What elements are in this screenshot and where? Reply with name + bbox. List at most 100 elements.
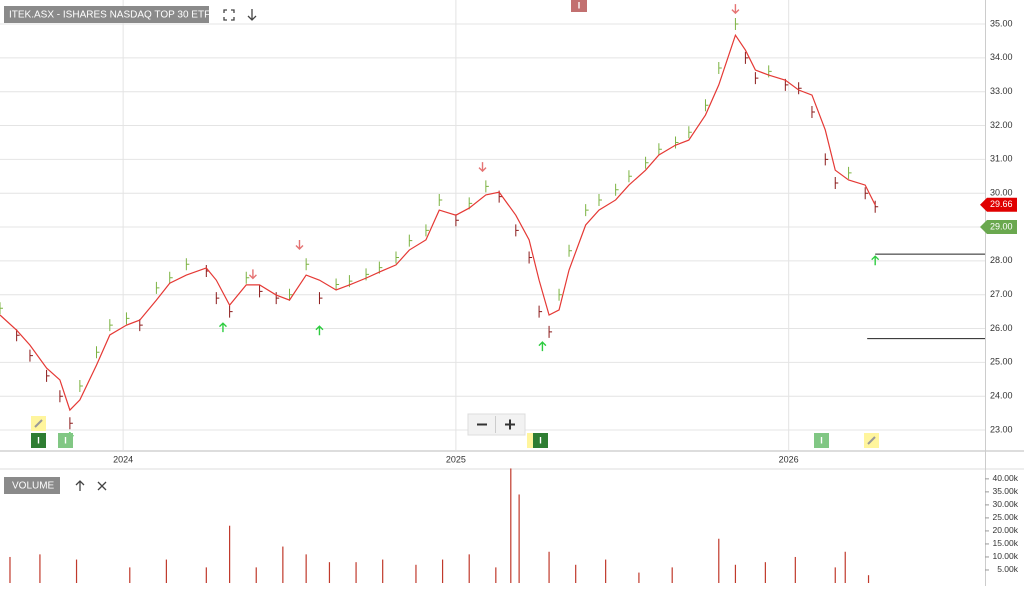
y-tick-label: 40.00k: [992, 473, 1018, 483]
sell-signal: [731, 4, 740, 15]
price-bar: [229, 305, 233, 318]
price-bar: [734, 18, 739, 31]
price-bar: [185, 258, 190, 271]
volume-bar: [867, 575, 870, 583]
event-markers: I I I I I: [31, 0, 829, 448]
price-bar: [528, 251, 533, 264]
price-bar: [109, 319, 113, 332]
y-tick-label: 30.00k: [992, 499, 1018, 509]
volume-title: VOLUME: [12, 481, 55, 492]
y-tick-label: 32.00: [990, 120, 1013, 130]
y-tick-label: 15.00k: [992, 538, 1018, 548]
y-tick-label: 33.00: [990, 86, 1013, 96]
volume-bar: [75, 559, 78, 583]
price-bar: [754, 72, 759, 85]
event-label: I: [820, 435, 823, 445]
price-bar: [675, 136, 679, 149]
price-bar: [139, 319, 143, 332]
zoom-in[interactable]: [505, 419, 515, 430]
price-bar: [874, 200, 879, 213]
volume-bar: [205, 567, 207, 583]
price-bar: [598, 193, 602, 206]
volume-bar: [468, 554, 470, 583]
buy-signal: [538, 341, 547, 352]
volume-bar: [9, 556, 11, 583]
zoom-box: [467, 413, 526, 436]
sell-signal: [478, 162, 487, 173]
event-label: I: [539, 435, 542, 445]
price-bar: [834, 177, 839, 190]
price-bar: [615, 183, 619, 196]
event-label: I: [37, 435, 40, 445]
moving-average-line: [0, 33, 876, 412]
event-marker[interactable]: [58, 433, 73, 448]
fullscreen-icon[interactable]: [223, 9, 235, 21]
price-bar: [585, 204, 589, 217]
volume-bar: [229, 525, 231, 583]
event-marker[interactable]: [814, 433, 829, 448]
price-bar: [29, 349, 33, 362]
event-label: I: [64, 435, 67, 445]
price-bar: [848, 166, 852, 179]
y-tick-label: 34.00: [990, 52, 1013, 62]
volume-bar: [495, 567, 497, 583]
download-icon[interactable]: [247, 9, 257, 21]
price-bar: [568, 244, 573, 257]
volume-bar: [382, 559, 384, 583]
price-bar: [289, 288, 293, 301]
volume-bar: [518, 494, 520, 583]
price-bar: [704, 99, 709, 112]
y-tick-label: 31.00: [990, 154, 1013, 164]
price-bar: [455, 214, 459, 227]
volume-bar: [844, 551, 846, 583]
y-tick-label: 23.00: [990, 424, 1013, 434]
price-bar: [46, 369, 50, 382]
volume-bar: [794, 556, 796, 583]
close-icon[interactable]: [97, 481, 107, 491]
volume-bar: [39, 554, 41, 583]
volume-bar: [305, 554, 307, 583]
price-bar: [515, 224, 519, 237]
event-marker[interactable]: [571, 0, 587, 12]
price-bar: [408, 234, 413, 247]
price-bar: [318, 292, 323, 305]
volume-bar: [764, 562, 766, 583]
y-tick-label: 26.00: [990, 323, 1013, 333]
volume-bar: [575, 564, 577, 583]
price-bar: [59, 390, 63, 403]
price-bar: [485, 180, 489, 193]
price-bar: [16, 329, 20, 342]
buy-signal: [218, 322, 227, 333]
y-tick-label: 35.00k: [992, 486, 1018, 496]
price-tag-label: 29.00: [990, 221, 1013, 231]
event-marker[interactable]: [533, 433, 548, 448]
event-marker[interactable]: [31, 433, 46, 448]
volume-bar: [638, 572, 640, 583]
price-bar: [96, 346, 100, 359]
x-tick-label: 2024: [113, 454, 133, 464]
y-tick-label: 25.00: [990, 357, 1013, 367]
price-bar: [245, 271, 250, 284]
price-bar: [0, 302, 3, 315]
sell-signal: [295, 239, 304, 250]
move-up-icon[interactable]: [75, 480, 85, 491]
y-tick-label: 24.00: [990, 391, 1013, 401]
price-bar: [335, 278, 340, 291]
price-tag: [980, 220, 1017, 235]
zoom-control: [467, 413, 526, 436]
buy-signal: [315, 325, 324, 336]
price-bar: [275, 292, 280, 305]
price-tag: [980, 197, 1017, 212]
volume-bar: [671, 567, 673, 583]
event-label: I: [578, 0, 581, 10]
pencil: [34, 419, 43, 428]
volume-bar: [734, 564, 737, 583]
price-bar: [215, 292, 220, 305]
price-bar: [79, 380, 83, 393]
volume-title-box[interactable]: [4, 477, 60, 494]
price-bar: [125, 312, 130, 325]
volume-pane: 5.00k 10.00k 15.00k 20.00k 25.00k 30.00k 35.00…: [9, 468, 1019, 583]
price-bar: [824, 153, 829, 166]
title-box[interactable]: [4, 6, 209, 23]
